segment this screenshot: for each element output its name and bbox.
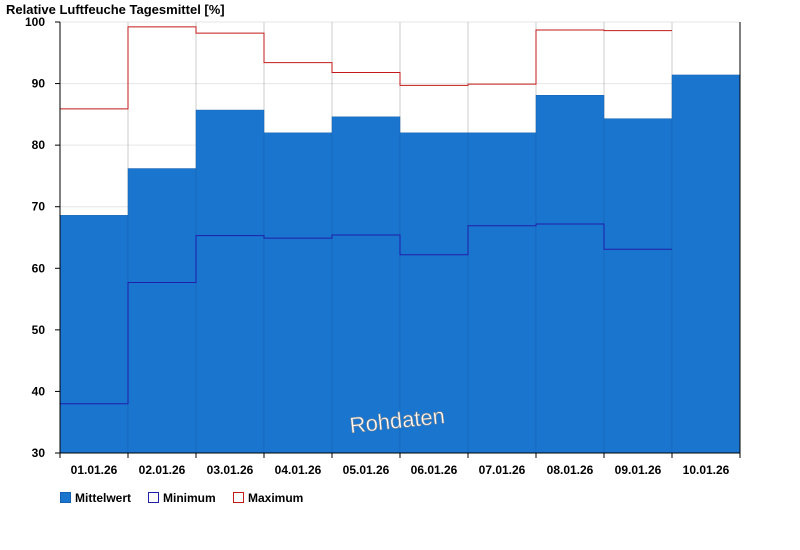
x-tick-label: 06.01.26 bbox=[411, 463, 458, 477]
x-tick-label: 04.01.26 bbox=[275, 463, 322, 477]
series-minimum-line bbox=[60, 223, 672, 405]
bar-mittelwert bbox=[535, 95, 605, 454]
bar-mittelwert bbox=[467, 132, 537, 454]
y-tick-label: 90 bbox=[32, 77, 46, 91]
bar-mittelwert bbox=[59, 215, 129, 454]
series-maximum-line bbox=[60, 26, 672, 110]
bars bbox=[59, 74, 741, 454]
x-tick-label: 09.01.26 bbox=[615, 463, 662, 477]
legend-label: Maximum bbox=[248, 491, 303, 505]
y-tick-label: 50 bbox=[32, 323, 46, 337]
bar-mittelwert bbox=[127, 168, 197, 454]
x-tick-label: 07.01.26 bbox=[479, 463, 526, 477]
x-tick-label: 03.01.26 bbox=[207, 463, 254, 477]
chart-title: Relative Luftfeuche Tagesmittel [%] bbox=[6, 2, 225, 17]
legend-label: Mittelwert bbox=[75, 491, 131, 505]
legend-swatch bbox=[148, 492, 159, 503]
legend: Mittelwert Minimum Maximum bbox=[60, 491, 303, 505]
x-tick-label: 10.01.26 bbox=[683, 463, 730, 477]
bar-mittelwert bbox=[671, 74, 741, 454]
legend-label: Minimum bbox=[163, 491, 216, 505]
step-lines bbox=[60, 26, 672, 405]
x-tick-label: 05.01.26 bbox=[343, 463, 390, 477]
y-tick-label: 70 bbox=[32, 200, 46, 214]
axes bbox=[55, 21, 741, 458]
bar-mittelwert bbox=[603, 118, 673, 454]
y-tick-label: 30 bbox=[32, 446, 46, 460]
tick-labels: 100 90 80 70 60 50 40 30 01.01.26 02.01.26 03.01.2… bbox=[25, 15, 730, 477]
legend-swatch bbox=[60, 492, 71, 503]
y-tick-label: 80 bbox=[32, 138, 46, 152]
bar-mittelwert bbox=[331, 116, 401, 454]
y-tick-label: 60 bbox=[32, 261, 46, 275]
x-tick-label: 01.01.26 bbox=[71, 463, 118, 477]
x-tick-label: 02.01.26 bbox=[139, 463, 186, 477]
y-tick-label: 40 bbox=[32, 384, 46, 398]
bar-mittelwert bbox=[195, 109, 265, 454]
x-tick-label: 08.01.26 bbox=[547, 463, 594, 477]
legend-swatch bbox=[233, 492, 244, 503]
y-tick-label: 100 bbox=[25, 15, 45, 29]
bar-mittelwert bbox=[263, 132, 333, 454]
